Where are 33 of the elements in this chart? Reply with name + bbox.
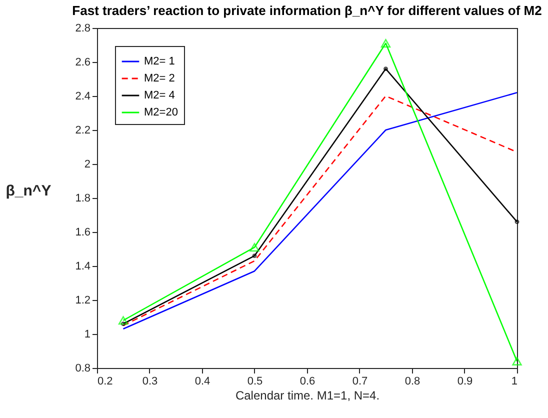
y-tick-label: 1.8: [75, 192, 90, 204]
point: [252, 254, 257, 258]
point: [512, 356, 522, 366]
legend-label: M2= 4: [144, 90, 175, 102]
point: [380, 39, 391, 48]
y-tick-label: 1.4: [75, 260, 90, 272]
x-tick-label: 0.3: [142, 376, 158, 388]
x-tick-label: 0.6: [300, 376, 316, 388]
y-tick-label: 2.2: [75, 124, 90, 136]
legend-label: M2=20: [144, 106, 178, 118]
point: [384, 66, 388, 72]
y-tick-label: 1.2: [75, 294, 90, 306]
legend-label: M2= 2: [144, 72, 175, 84]
x-tick-label: 0.2: [98, 376, 113, 388]
y-tick-label: 0.8: [75, 362, 90, 374]
y-tick-label: 1.6: [75, 226, 90, 238]
y-axis-title: β_n^Y: [6, 182, 52, 200]
y-tick-label: 2.8: [75, 22, 90, 34]
x-tick-label: 0.5: [247, 376, 263, 388]
x-tick-label: 0.4: [194, 376, 210, 388]
x-tick-label: 0.9: [457, 376, 473, 388]
y-tick-label: 2.6: [75, 56, 90, 68]
y-tick-label: 2.4: [75, 90, 90, 102]
x-tick-label: 0.7: [352, 376, 368, 388]
legend-label: M2= 1: [144, 56, 175, 68]
point: [118, 316, 128, 325]
y-tick-label: 2: [84, 158, 90, 170]
y-tick-label: 1: [84, 328, 90, 340]
x-tick-label: 1: [511, 376, 518, 388]
chart-title: Fast traders’ reaction to private information β_n^Y for different values of M2: [72, 3, 542, 18]
point: [250, 243, 260, 252]
x-axis-title: Calendar time. M1=1, N=4.: [235, 388, 380, 402]
x-tick-label: 0.8: [404, 376, 420, 388]
